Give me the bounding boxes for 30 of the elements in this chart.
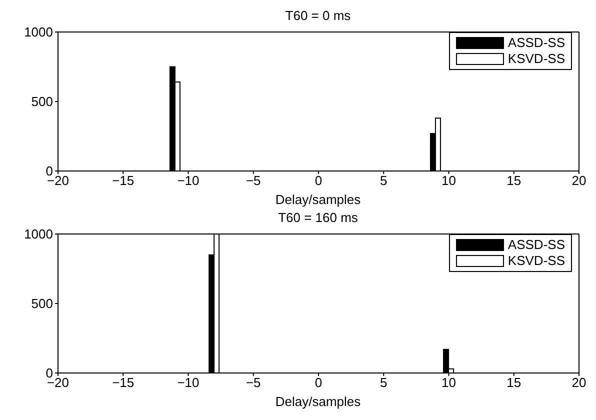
x-tick-label: 5 bbox=[380, 375, 388, 390]
y-tick-label: 1000 bbox=[24, 24, 53, 40]
legend-label: KSVD-SS bbox=[508, 253, 565, 269]
y-tick-label: 500 bbox=[31, 296, 53, 312]
x-tick-label: 20 bbox=[572, 173, 586, 188]
y-tick-label: 0 bbox=[46, 164, 53, 179]
x-tick-label: −15 bbox=[112, 375, 134, 390]
chart-title: T60 = 160 ms bbox=[277, 210, 359, 225]
x-tick-label: −5 bbox=[246, 173, 261, 188]
legend-label: KSVD-SS bbox=[508, 51, 565, 67]
x-axis-title: Delay/samples bbox=[274, 191, 362, 208]
x-tick-label: −15 bbox=[112, 173, 134, 188]
legend-label: ASSD-SS bbox=[508, 237, 565, 253]
x-axis-title: Delay/samples bbox=[274, 393, 362, 410]
x-tick-label: 20 bbox=[572, 375, 586, 390]
x-tick-label: 10 bbox=[442, 173, 456, 188]
x-tick-label: −5 bbox=[246, 375, 261, 390]
x-tick-label: 15 bbox=[506, 173, 522, 188]
x-tick-label: 10 bbox=[442, 375, 456, 390]
x-tick-label: −10 bbox=[177, 375, 200, 390]
x-tick-label: 0 bbox=[314, 375, 322, 390]
y-tick-label: 500 bbox=[31, 94, 53, 110]
x-tick-label: 15 bbox=[506, 375, 522, 390]
legend-label: ASSD-SS bbox=[508, 35, 565, 51]
y-tick-label: 1000 bbox=[24, 226, 53, 242]
x-tick-label: 5 bbox=[380, 173, 388, 188]
x-tick-label: −10 bbox=[177, 173, 200, 188]
x-tick-label: 0 bbox=[314, 173, 322, 188]
chart-title: T60 = 0 ms bbox=[284, 8, 352, 23]
y-tick-label: 0 bbox=[46, 366, 53, 381]
